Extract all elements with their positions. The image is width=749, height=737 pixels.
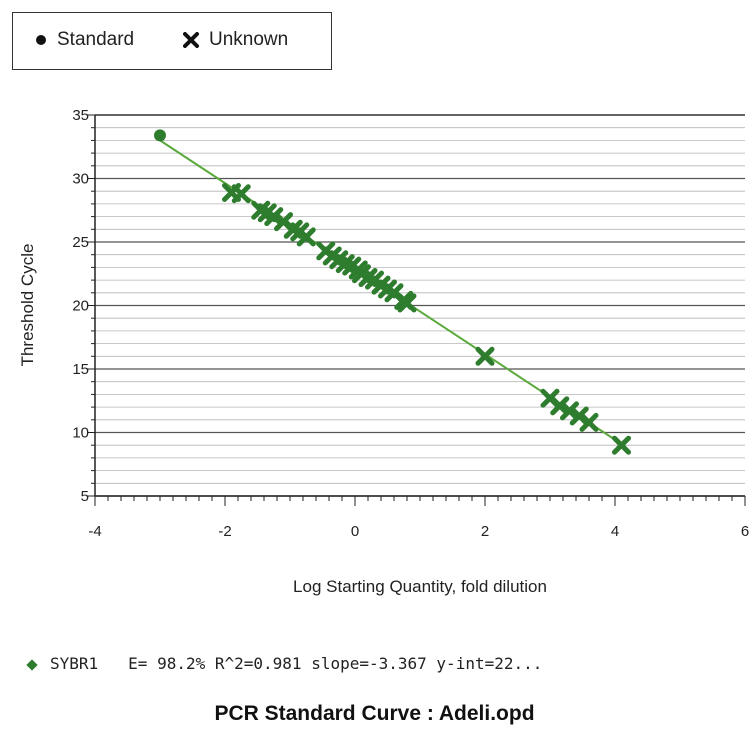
x-axis-label: Log Starting Quantity, fold dilution bbox=[293, 577, 547, 596]
y-tick-label: 30 bbox=[72, 171, 89, 188]
standard-point bbox=[154, 129, 166, 142]
filled-circle-icon bbox=[36, 34, 46, 45]
x-tick-label: -4 bbox=[88, 523, 101, 540]
series-name: SYBR1 bbox=[50, 654, 99, 673]
fit-statistics-row: SYBR1 E= 98.2% R^2=0.981 slope=-3.367 y-i… bbox=[26, 654, 543, 673]
legend-label-standard: Standard bbox=[57, 29, 135, 50]
x-tick-label: -2 bbox=[218, 523, 231, 540]
unknown-point bbox=[475, 346, 495, 366]
y-axis-label: Threshold Cycle bbox=[18, 244, 37, 367]
y-tick-label: 15 bbox=[72, 361, 89, 378]
standard-curve-chart: -4 -2 0 2 4 6 5 10 15 20 25 30 35 Log Starting Quant… bbox=[18, 107, 749, 596]
axes: -4 -2 0 2 4 6 5 10 15 20 25 30 35 bbox=[72, 107, 749, 540]
fit-stats-text: E= 98.2% R^2=0.981 slope=-3.367 y-int=22… bbox=[128, 654, 543, 673]
legend-item-unknown: Unknown bbox=[183, 29, 288, 51]
legend-box: Standard Unknown bbox=[12, 12, 332, 70]
x-tick-label: 6 bbox=[741, 523, 749, 540]
footer-title: PCR Standard Curve : Adeli.opd bbox=[214, 702, 535, 725]
y-tick-label: 10 bbox=[72, 425, 89, 442]
unknown-point bbox=[397, 293, 417, 313]
y-tick-label: 5 bbox=[81, 488, 89, 505]
x-cross-icon bbox=[183, 31, 199, 48]
unknown-point bbox=[264, 207, 284, 227]
data-points bbox=[154, 129, 631, 455]
x-tick-label: 4 bbox=[611, 523, 619, 540]
unknown-point bbox=[579, 412, 599, 432]
unknown-point bbox=[231, 184, 251, 204]
y-tick-label: 25 bbox=[72, 234, 89, 251]
unknown-point bbox=[560, 401, 579, 421]
legend-item-standard: Standard bbox=[35, 29, 134, 51]
x-tick-label: 0 bbox=[351, 523, 359, 540]
y-tick-label: 20 bbox=[72, 298, 89, 315]
grid-lines bbox=[95, 114, 745, 497]
unknown-point bbox=[296, 227, 316, 247]
x-tick-label: 2 bbox=[481, 523, 489, 540]
series-diamond-icon bbox=[26, 658, 38, 671]
y-tick-label: 35 bbox=[72, 107, 89, 124]
legend-label-unknown: Unknown bbox=[209, 29, 289, 50]
unknown-point bbox=[550, 396, 570, 416]
unknown-point bbox=[612, 435, 631, 455]
